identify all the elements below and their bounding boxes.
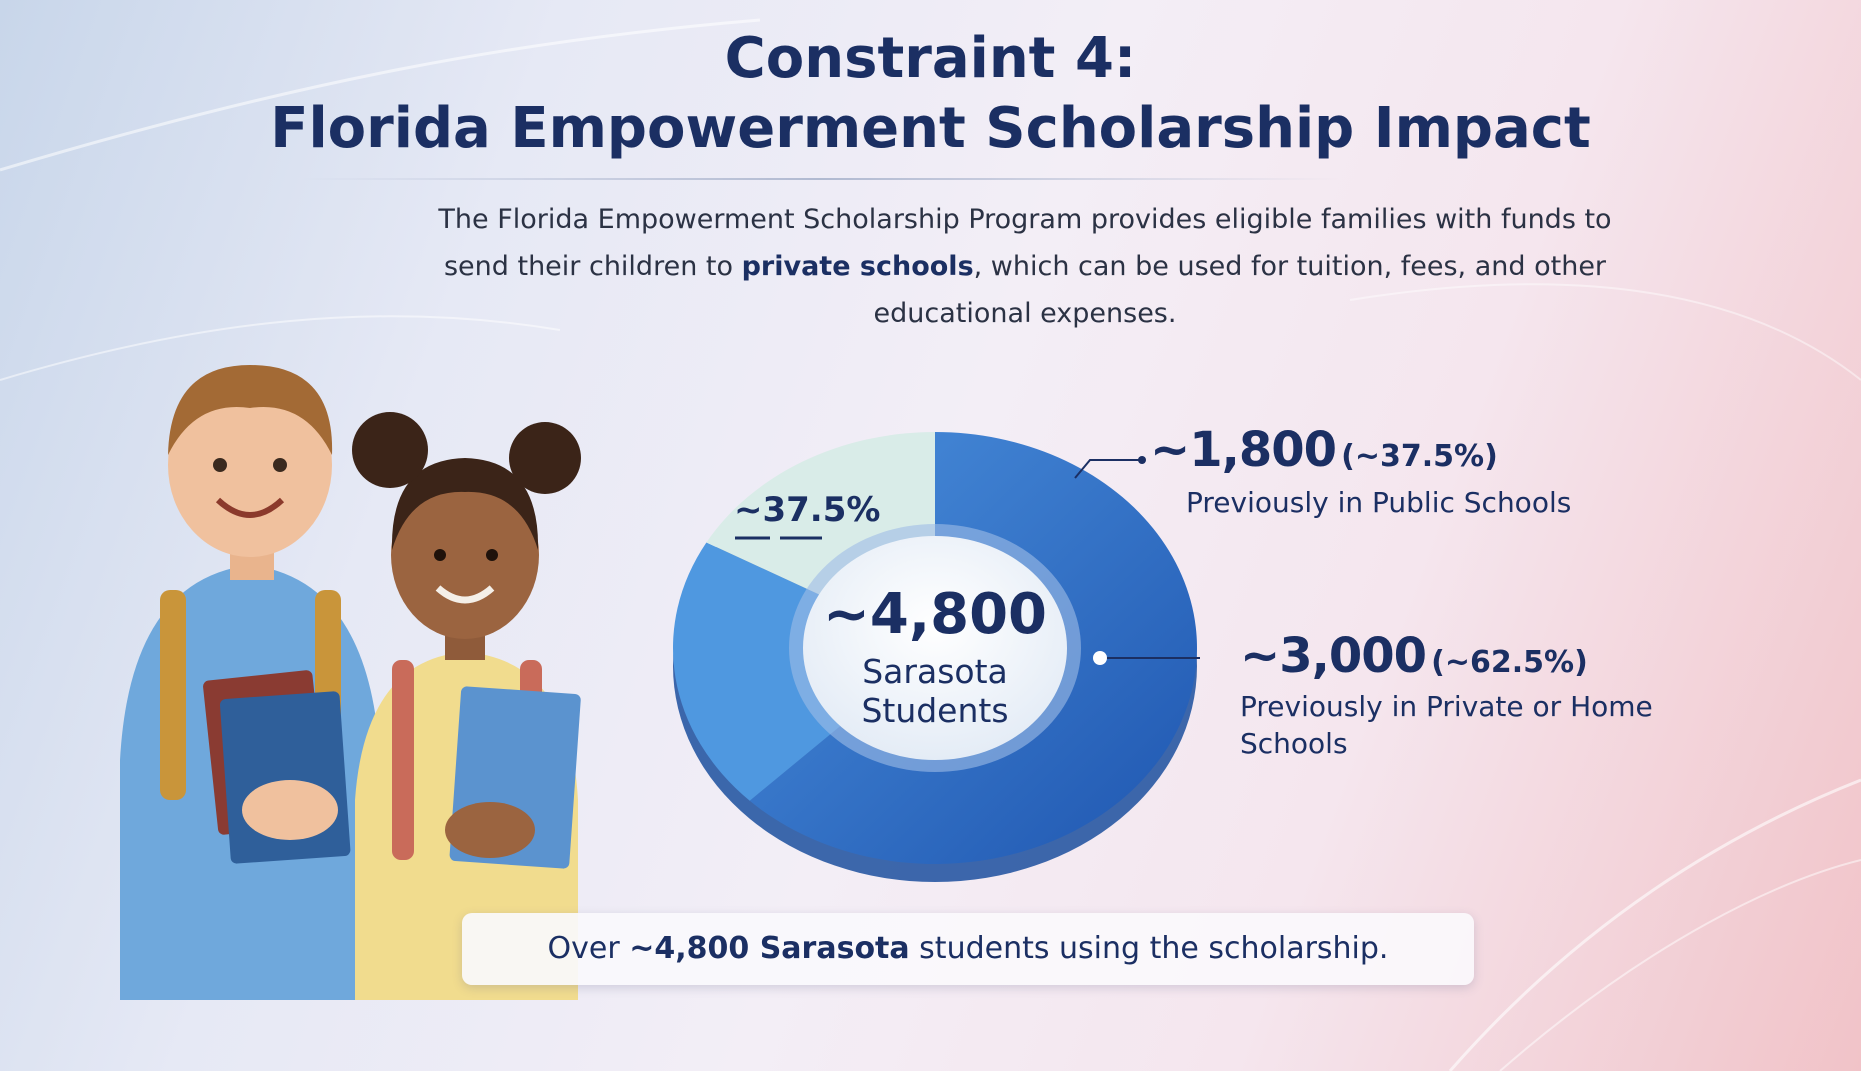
callout-private-percent: (~62.5%) — [1431, 645, 1588, 680]
leader-dot-public — [1138, 456, 1146, 464]
leader-dot-origin — [1093, 651, 1107, 665]
callout-public-schools: ~1,800 (~37.5%) Previously in Public Sch… — [1150, 422, 1571, 521]
banner-emphasis: ~4,800 Sarasota — [629, 931, 910, 966]
slide-title-line1: Constraint 4: — [724, 26, 1137, 91]
banner-text-start: Over — [547, 931, 630, 966]
description-text-end: , which can be used for tuition, fees, a… — [873, 251, 1607, 329]
description-text-start: The Florida Empowerment Scholarship Prog… — [438, 204, 1612, 282]
callout-private-home-schools: ~3,000 (~62.5%) Previously in Private or… — [1240, 628, 1660, 762]
title-divider — [300, 178, 1340, 180]
leader-line-public — [1074, 459, 1142, 479]
slice-percent-label: ~37.5% — [734, 490, 881, 530]
scholarship-pie-chart — [672, 432, 1200, 882]
description-emphasis: private schools — [741, 251, 974, 282]
callout-public-value: ~1,800 — [1150, 422, 1337, 478]
summary-banner: Over ~4,800 Sarasota students using the … — [462, 913, 1474, 985]
pie-center-label: Sarasota Students — [861, 652, 1009, 730]
students-illustration — [120, 365, 581, 1000]
callout-public-label: Previously in Public Schools — [1186, 486, 1572, 519]
callout-private-value: ~3,000 — [1240, 628, 1427, 684]
callout-private-label: Previously in Private or Home Schools — [1240, 690, 1653, 760]
banner-text-end: students using the scholarship. — [909, 931, 1389, 966]
pie-hub — [803, 536, 1067, 760]
program-description: The Florida Empowerment Scholarship Prog… — [410, 196, 1640, 337]
slide-title-line2: Florida Empowerment Scholarship Impact — [270, 96, 1591, 161]
pie-center-value: ~4,800 — [822, 582, 1048, 647]
callout-public-percent: (~37.5%) — [1341, 439, 1498, 474]
